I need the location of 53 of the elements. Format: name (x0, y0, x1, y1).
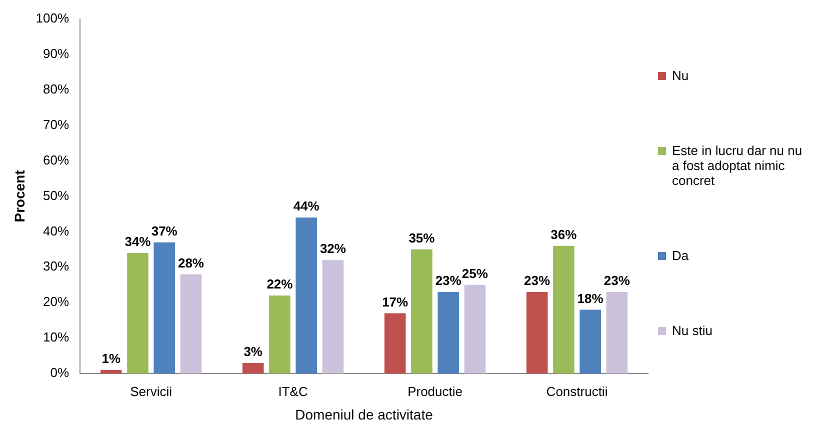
data-label: 44% (293, 198, 320, 214)
bar (154, 242, 176, 374)
data-label: 1% (102, 351, 121, 366)
bar (464, 284, 486, 374)
bar (127, 252, 148, 374)
y-tick-label: 50% (43, 188, 70, 203)
y-tick-label: 20% (43, 294, 70, 310)
bar (526, 292, 548, 374)
y-tick-label: 60% (43, 152, 70, 168)
bar (580, 310, 601, 374)
data-label: 3% (244, 344, 263, 360)
bar (242, 362, 264, 374)
x-tick-label: Productie (408, 384, 462, 399)
y-tick-label: 80% (43, 81, 70, 96)
bar (438, 292, 459, 374)
y-axis-title: Procent (11, 170, 28, 222)
data-label: 28% (178, 255, 204, 270)
y-tick-label: 30% (43, 258, 70, 274)
data-label: 32% (320, 241, 346, 256)
y-tick-label: 40% (43, 223, 70, 238)
data-label: 23% (435, 273, 462, 288)
data-label: 22% (266, 276, 294, 292)
bar (411, 249, 432, 374)
data-label: 25% (462, 266, 488, 281)
data-label: 35% (408, 230, 436, 246)
legend-label: Este in lucru dar nu nu a fost adoptat nimic concret (672, 143, 804, 188)
bar (296, 217, 317, 374)
legend-label: Nu stiu (672, 323, 712, 338)
bar (553, 246, 574, 374)
data-label: 23% (524, 273, 551, 288)
data-label: 34% (124, 234, 152, 250)
bar (180, 274, 202, 374)
y-tick-label: 100% (36, 10, 70, 26)
y-tick-label: 90% (43, 46, 70, 61)
x-tick-label: Constructii (546, 384, 608, 399)
bar (322, 260, 344, 374)
data-label: 37% (151, 223, 178, 238)
data-label: 17% (382, 294, 409, 310)
data-label: 23% (604, 273, 630, 288)
legend-label: Nu (672, 68, 689, 83)
bar (269, 296, 290, 374)
y-tick-label: 10% (43, 330, 70, 345)
bar (606, 292, 628, 374)
x-tick-label: IT&C (278, 384, 308, 399)
legend-label: Da (672, 248, 689, 263)
bar (100, 370, 122, 374)
y-tick-label: 0% (50, 365, 70, 380)
x-tick-label: Servicii (130, 384, 172, 399)
bar (384, 313, 406, 374)
data-label: 36% (550, 226, 578, 242)
y-tick-label: 70% (43, 116, 70, 132)
data-label: 18% (577, 290, 604, 306)
x-axis-title: Domeniul de activitate (295, 406, 434, 422)
